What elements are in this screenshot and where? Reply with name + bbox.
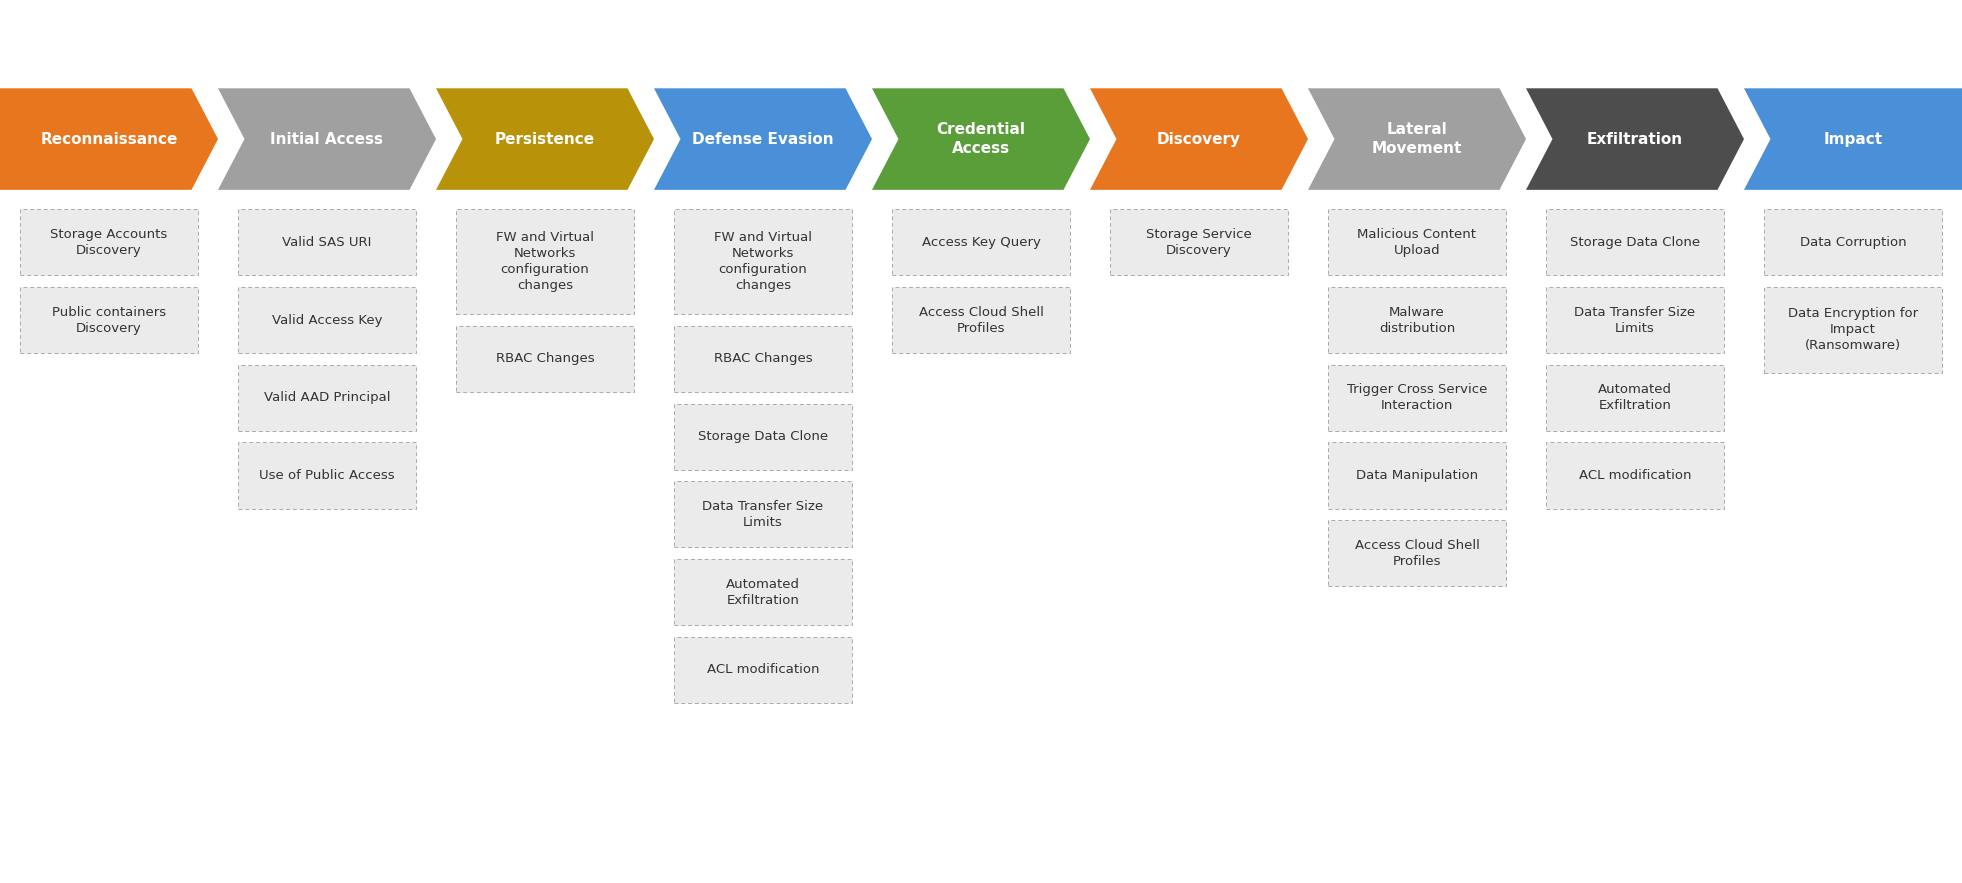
Polygon shape [436, 88, 653, 190]
FancyBboxPatch shape [891, 209, 1071, 275]
Text: Access Key Query: Access Key Query [922, 236, 1040, 249]
FancyBboxPatch shape [891, 287, 1071, 353]
Text: Automated
Exfiltration: Automated Exfiltration [1597, 383, 1672, 412]
FancyBboxPatch shape [455, 209, 634, 314]
FancyBboxPatch shape [1328, 209, 1507, 275]
Text: Public containers
Discovery: Public containers Discovery [51, 306, 167, 335]
Text: Data Transfer Size
Limits: Data Transfer Size Limits [1574, 306, 1695, 335]
Text: Valid SAS URI: Valid SAS URI [283, 236, 371, 249]
Text: Use of Public Access: Use of Public Access [259, 469, 394, 482]
Text: Persistence: Persistence [494, 132, 594, 147]
FancyBboxPatch shape [1546, 442, 1725, 509]
Text: Initial Access: Initial Access [271, 132, 383, 147]
Text: RBAC Changes: RBAC Changes [714, 352, 812, 366]
Polygon shape [871, 88, 1091, 190]
FancyBboxPatch shape [673, 481, 852, 547]
FancyBboxPatch shape [1546, 365, 1725, 431]
FancyBboxPatch shape [455, 326, 634, 392]
Polygon shape [1744, 88, 1962, 190]
FancyBboxPatch shape [20, 287, 198, 353]
FancyBboxPatch shape [237, 442, 416, 509]
Text: Automated
Exfiltration: Automated Exfiltration [726, 577, 800, 607]
FancyBboxPatch shape [673, 326, 852, 392]
Text: Access Cloud Shell
Profiles: Access Cloud Shell Profiles [1354, 539, 1479, 568]
Text: Data Manipulation: Data Manipulation [1356, 469, 1477, 482]
Text: Access Cloud Shell
Profiles: Access Cloud Shell Profiles [918, 306, 1044, 335]
Polygon shape [653, 88, 871, 190]
FancyBboxPatch shape [1546, 287, 1725, 353]
Text: FW and Virtual
Networks
configuration
changes: FW and Virtual Networks configuration ch… [496, 231, 594, 292]
FancyBboxPatch shape [237, 287, 416, 353]
FancyBboxPatch shape [1328, 365, 1507, 431]
Text: Exfiltration: Exfiltration [1587, 132, 1683, 147]
Text: Reconnaissance: Reconnaissance [41, 132, 179, 147]
Text: Valid AAD Principal: Valid AAD Principal [263, 391, 390, 404]
Text: Malware
distribution: Malware distribution [1379, 306, 1456, 335]
Text: RBAC Changes: RBAC Changes [496, 352, 594, 366]
FancyBboxPatch shape [673, 637, 852, 703]
Text: Storage Service
Discovery: Storage Service Discovery [1146, 228, 1252, 257]
FancyBboxPatch shape [20, 209, 198, 275]
FancyBboxPatch shape [1328, 520, 1507, 586]
FancyBboxPatch shape [1764, 209, 1942, 275]
Text: Impact: Impact [1823, 132, 1884, 147]
Polygon shape [1309, 88, 1526, 190]
Text: Lateral
Movement: Lateral Movement [1371, 122, 1462, 156]
Text: Data Corruption: Data Corruption [1799, 236, 1907, 249]
FancyBboxPatch shape [673, 559, 852, 625]
Text: Credential
Access: Credential Access [936, 122, 1026, 156]
Polygon shape [218, 88, 436, 190]
FancyBboxPatch shape [237, 209, 416, 275]
Text: Storage Accounts
Discovery: Storage Accounts Discovery [51, 228, 167, 257]
FancyBboxPatch shape [1328, 287, 1507, 353]
FancyBboxPatch shape [673, 404, 852, 470]
FancyBboxPatch shape [1764, 287, 1942, 373]
Text: Storage Data Clone: Storage Data Clone [698, 430, 828, 443]
Text: Discovery: Discovery [1158, 132, 1242, 147]
FancyBboxPatch shape [673, 209, 852, 314]
FancyBboxPatch shape [1546, 209, 1725, 275]
Text: Storage Data Clone: Storage Data Clone [1570, 236, 1699, 249]
Text: Data Encryption for
Impact
(Ransomware): Data Encryption for Impact (Ransomware) [1787, 307, 1919, 352]
Text: Data Transfer Size
Limits: Data Transfer Size Limits [702, 500, 824, 529]
FancyBboxPatch shape [237, 365, 416, 431]
Text: Valid Access Key: Valid Access Key [273, 313, 383, 327]
FancyBboxPatch shape [1328, 442, 1507, 509]
Polygon shape [0, 88, 218, 190]
Text: Defense Evasion: Defense Evasion [693, 132, 834, 147]
Polygon shape [1091, 88, 1309, 190]
Text: FW and Virtual
Networks
configuration
changes: FW and Virtual Networks configuration ch… [714, 231, 812, 292]
Text: ACL modification: ACL modification [706, 663, 820, 676]
Text: Trigger Cross Service
Interaction: Trigger Cross Service Interaction [1346, 383, 1487, 412]
FancyBboxPatch shape [1110, 209, 1289, 275]
Text: Malicious Content
Upload: Malicious Content Upload [1358, 228, 1477, 257]
Text: ACL modification: ACL modification [1579, 469, 1691, 482]
Polygon shape [1526, 88, 1744, 190]
